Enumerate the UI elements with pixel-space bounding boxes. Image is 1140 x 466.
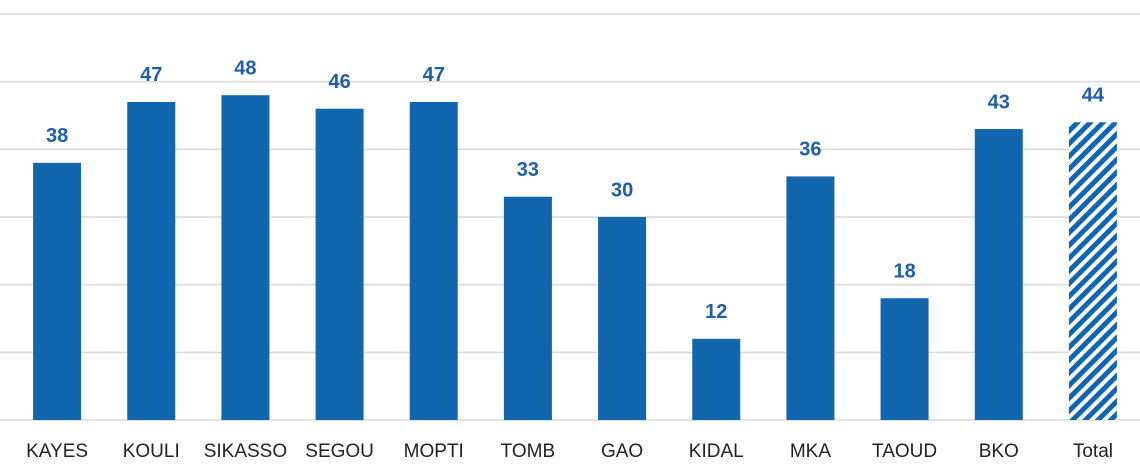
data-label: 46: [328, 71, 350, 93]
x-tick-label: KOULI: [123, 441, 180, 462]
x-tick-label: KAYES: [26, 441, 88, 462]
data-label: 47: [140, 64, 162, 86]
bar: [33, 162, 82, 420]
data-label: 44: [1082, 85, 1105, 107]
x-tick-label: MKA: [790, 441, 832, 462]
data-label: 38: [46, 125, 68, 147]
x-tick-label: BKO: [979, 441, 1019, 462]
data-label: 47: [423, 64, 445, 86]
bar: [221, 95, 270, 420]
bar: [786, 176, 835, 420]
data-label: 43: [988, 91, 1010, 113]
bar: [880, 298, 929, 420]
x-tick-label: SEGOU: [305, 441, 374, 462]
x-tick-label: Total: [1073, 441, 1113, 462]
bar: [598, 217, 647, 420]
x-tick-label: SIKASSO: [204, 441, 287, 462]
data-label: 12: [705, 301, 727, 323]
bar: [315, 108, 364, 420]
data-label: 18: [893, 260, 915, 282]
data-label: 48: [234, 57, 256, 79]
x-tick-label: MOPTI: [404, 441, 464, 462]
bar: [974, 129, 1023, 421]
bar: [503, 196, 552, 420]
bar: [692, 338, 741, 420]
x-tick-label: KIDAL: [689, 441, 744, 462]
bar: [409, 101, 458, 420]
bar: [127, 101, 176, 420]
x-tick-label: TOMB: [501, 441, 556, 462]
data-label: 30: [611, 179, 633, 201]
x-tick-label: GAO: [601, 441, 643, 462]
x-tick-label: TAOUD: [872, 441, 937, 462]
data-label: 36: [799, 139, 821, 161]
bar: [1068, 122, 1117, 421]
data-label: 33: [517, 159, 539, 181]
